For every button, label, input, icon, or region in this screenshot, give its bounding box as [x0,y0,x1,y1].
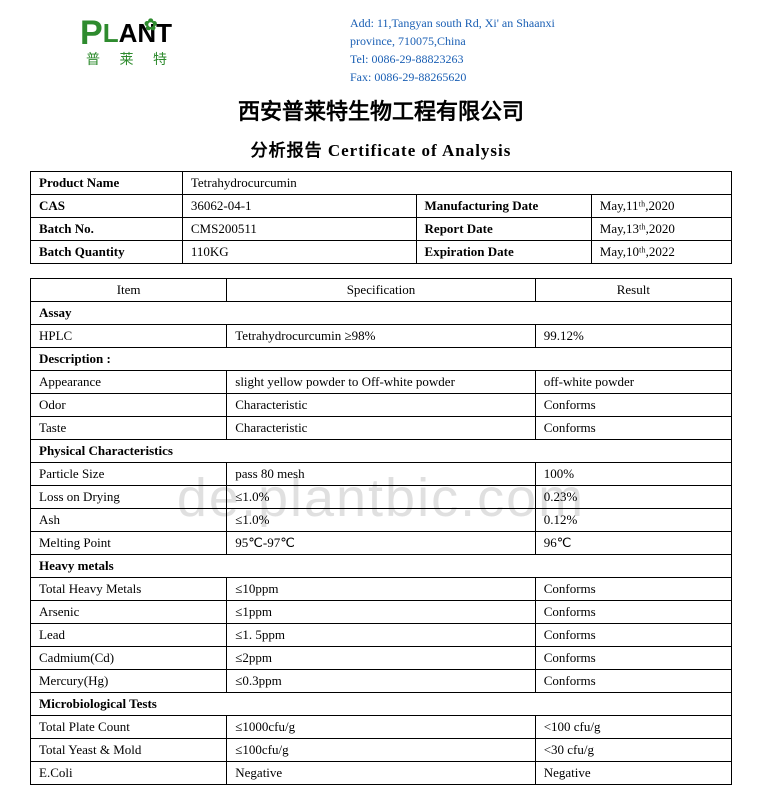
table-row: Total Yeast & Mold≤100cfu/g<30 cfu/g [31,739,732,762]
cas-value: 36062-04-1 [182,195,416,218]
section-microbiological: Microbiological Tests [31,693,732,716]
table-row: E.ColiNegativeNegative [31,762,732,785]
address-block: Add: 11,Tangyan south Rd, Xi' an Shaanxi… [190,10,732,86]
table-row: Total Heavy Metals≤10ppmConforms [31,578,732,601]
report-date-value: May,13ᵗʰ,2020 [591,218,731,241]
certificate-title: 分析报告 Certificate of Analysis [30,136,732,161]
table-row: Particle Sizepass 80 mesh100% [31,463,732,486]
section-assay: Assay [31,302,732,325]
batch-no-label: Batch No. [31,218,183,241]
col-spec: Specification [227,279,535,302]
table-row: Total Plate Count≤1000cfu/g<100 cfu/g [31,716,732,739]
batch-qty-label: Batch Quantity [31,241,183,264]
mfg-date-label: Manufacturing Date [416,195,591,218]
batch-no-value: CMS200511 [182,218,416,241]
section-heavy-metals: Heavy metals [31,555,732,578]
section-description: Description : [31,348,732,371]
product-name-value: Tetrahydrocurcumin [182,172,731,195]
fax: Fax: 0086-29-88265620 [350,68,732,86]
mfg-date-value: May,11ᵗʰ,2020 [591,195,731,218]
letterhead: PLANT✿ 普 莱 特 Add: 11,Tangyan south Rd, X… [30,10,732,86]
table-row: Mercury(Hg)≤0.3ppmConforms [31,670,732,693]
logo: PLANT✿ 普 莱 特 [30,10,190,69]
table-row: Appearance slight yellow powder to Off-w… [31,371,732,394]
exp-date-label: Expiration Date [416,241,591,264]
table-row: Ash≤1.0%0.12% [31,509,732,532]
logo-chinese: 普 莱 特 [86,49,190,69]
addr-line1: Add: 11,Tangyan south Rd, Xi' an Shaanxi [350,14,732,32]
table-row: OdorCharacteristicConforms [31,394,732,417]
col-item: Item [31,279,227,302]
table-row: Cadmium(Cd)≤2ppmConforms [31,647,732,670]
company-title: 西安普莱特生物工程有限公司 [30,94,732,126]
logo-wordmark: PLANT✿ [80,14,190,53]
table-row: Lead≤1. 5ppmConforms [31,624,732,647]
spec-table: Item Specification Result Assay HPLCTetr… [30,278,732,785]
exp-date-value: May,10ᵗʰ,2022 [591,241,731,264]
cas-label: CAS [31,195,183,218]
tel: Tel: 0086-29-88823263 [350,50,732,68]
table-row: Arsenic≤1ppmConforms [31,601,732,624]
col-result: Result [535,279,731,302]
batch-qty-value: 110KG [182,241,416,264]
info-table: Product Name Tetrahydrocurcumin CAS 3606… [30,171,732,264]
table-row: TasteCharacteristicConforms [31,417,732,440]
table-row: Loss on Drying≤1.0%0.23% [31,486,732,509]
product-name-label: Product Name [31,172,183,195]
table-row: HPLCTetrahydrocurcumin ≥98%99.12% [31,325,732,348]
section-physical: Physical Characteristics [31,440,732,463]
table-row: Melting Point95℃-97℃96℃ [31,532,732,555]
report-date-label: Report Date [416,218,591,241]
addr-line2: province, 710075,China [350,32,732,50]
